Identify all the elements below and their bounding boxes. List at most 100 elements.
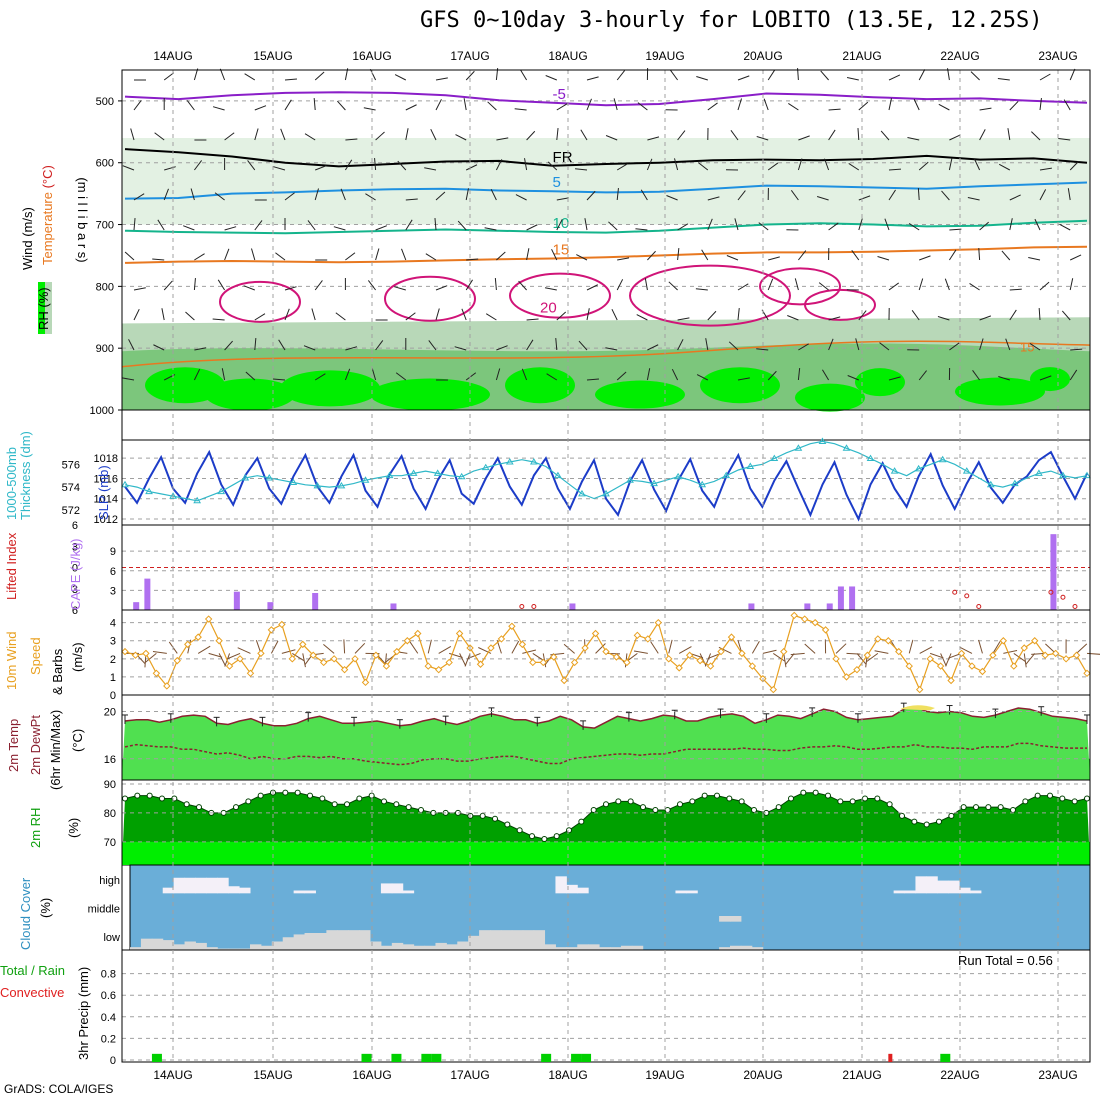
wind-barb [944,278,950,291]
date-label-top: 16AUG [352,49,391,63]
wind-barb [333,226,346,231]
rh-band-light [122,138,1090,225]
cloud-high-bar [391,883,404,894]
rh2m-marker [849,798,856,805]
thickness-marker [674,472,683,480]
wind-barb [647,344,659,351]
cloud-high-bar [304,890,316,894]
cloud-low-bar [370,941,382,950]
date-label-top: 23AUG [1038,49,1077,63]
cloud-low-bar [479,930,491,950]
wind-speed-marker [717,647,725,656]
thickness-tick-label: 576 [62,459,80,471]
wind-barb [828,129,836,141]
wind-barb [756,348,769,351]
axis-label-2m-rh: 2m RH [28,808,43,848]
wind-barb [224,340,234,351]
wind-barb [707,218,713,231]
wind-barb [929,652,944,659]
wind-barb [556,219,563,231]
wind-speed-marker [539,658,547,667]
wind-speed-marker [999,637,1008,645]
wind-barb [128,339,135,351]
wind-speed-marker [236,655,244,663]
wind-barb [647,250,656,261]
rh2m-marker [319,795,326,802]
wind-speed-marker [518,640,527,649]
pressure-tick-label: 700 [96,220,114,232]
wind-barb [1063,99,1071,111]
wind-speed-marker [382,662,391,670]
wind-barb [428,340,437,351]
wind-barb [918,370,927,381]
wind-speed-marker [351,655,359,663]
wind-barb [828,108,841,111]
rh2m-marker [812,789,819,796]
rh2m-marker [245,798,252,805]
wind-barb [164,166,176,171]
wind-speed-marker [685,651,694,659]
rh2m-lower-band [122,841,1090,865]
wind-barb [1034,218,1041,231]
cloud-low-bar [184,941,196,950]
rh-moist-patch [700,367,780,404]
rh2m-tick-label: 90 [104,779,116,791]
wind-speed-marker [1072,651,1081,659]
rh2m-marker [504,821,511,828]
rh2m-marker [652,807,659,814]
wind-barb [435,191,446,201]
li-tick-label: 6 [72,520,78,532]
wind-barb [787,315,799,321]
wind-barb [292,652,305,662]
wind-barb [374,158,377,171]
rh2m-marker [257,792,264,799]
isotherm-20-loop [759,267,841,306]
wind-barb [877,256,890,261]
wind-barb [646,368,651,381]
wind-barb [635,228,648,231]
wind-speed-marker [570,658,579,667]
wind-speed-marker [142,649,150,658]
rh2m-marker [405,804,412,811]
rh-moist-patch [595,380,685,409]
wind-tick-label: 2 [110,654,116,666]
wind-barb [970,71,980,81]
wind-barb [751,641,760,654]
wind-barb [354,642,366,654]
wind-speed-marker [309,651,317,659]
isotherm-label: 20 [540,299,557,316]
wind-barb [734,218,739,231]
rh2m-marker [800,789,807,796]
wind-barb [785,653,795,665]
wind-speed-marker [853,665,861,674]
axis-label-lifted-index: Lifted Index [4,532,19,600]
thickness-marker [722,471,731,479]
wind-barb [133,193,145,201]
wind-speed-marker [947,676,955,685]
wind-barb [194,253,205,261]
wind-speed-marker [623,658,631,667]
cloud-low-bar [490,930,502,950]
wind-barb [212,318,225,321]
wind-speed-marker [204,615,213,623]
wind-speed-marker [476,660,485,668]
cloud-high-bar [970,890,982,894]
date-label-top: 18AUG [548,49,587,63]
wind-barb [495,159,503,171]
wind-barb [1009,101,1019,111]
wind-speed-marker [905,662,913,670]
rh2m-marker [516,827,523,834]
wind-barb [314,373,326,381]
wind-barb [435,77,448,81]
cloud-low-bar [522,930,535,950]
rh2m-marker [837,798,844,805]
wind-barb [848,163,860,171]
wind-barb [284,286,297,291]
thickness-marker [121,480,129,488]
wind-barb [405,219,413,231]
thickness-marker [650,479,658,487]
wind-barb [1039,167,1052,171]
wind-barb [913,98,920,111]
thickness-marker [361,476,370,483]
wind-barb [1067,188,1071,201]
